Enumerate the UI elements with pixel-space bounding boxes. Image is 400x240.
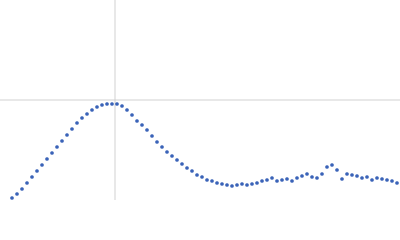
point [65, 133, 69, 137]
point [205, 178, 209, 182]
point [85, 112, 89, 116]
point [275, 179, 279, 183]
point [75, 121, 79, 125]
point [235, 183, 239, 187]
point [30, 175, 34, 179]
point [330, 163, 334, 167]
point [215, 181, 219, 185]
point [40, 163, 44, 167]
point [335, 168, 339, 172]
point [90, 108, 94, 112]
point [145, 128, 149, 132]
point [115, 102, 119, 106]
point [305, 172, 309, 176]
point [250, 182, 254, 186]
point [325, 165, 329, 169]
point [180, 162, 184, 166]
point [155, 140, 159, 144]
point [55, 145, 59, 149]
point [160, 145, 164, 149]
point [135, 119, 139, 123]
point [315, 176, 319, 180]
point [200, 175, 204, 179]
point [290, 179, 294, 183]
point [210, 179, 214, 183]
point [95, 105, 99, 109]
point [130, 113, 134, 117]
point [110, 102, 114, 106]
point [245, 183, 249, 187]
point [285, 177, 289, 181]
point [230, 184, 234, 188]
point [360, 176, 364, 180]
point [265, 178, 269, 182]
point [120, 104, 124, 108]
point [165, 150, 169, 154]
point [125, 108, 129, 112]
point [240, 182, 244, 186]
point [15, 192, 19, 196]
point [370, 178, 374, 182]
point [140, 123, 144, 127]
point [395, 181, 399, 185]
point [25, 181, 29, 185]
point [170, 154, 174, 158]
point [375, 176, 379, 180]
point [280, 178, 284, 182]
point [345, 172, 349, 176]
point [320, 172, 324, 176]
chart [0, 0, 400, 200]
point [50, 151, 54, 155]
point [20, 187, 24, 191]
point [35, 169, 39, 173]
point [270, 176, 274, 180]
point [295, 176, 299, 180]
point [380, 177, 384, 181]
point [355, 174, 359, 178]
point [80, 116, 84, 120]
point [105, 102, 109, 106]
point [150, 134, 154, 138]
point [10, 196, 14, 200]
point [220, 182, 224, 186]
point [350, 173, 354, 177]
point [70, 127, 74, 131]
point [45, 157, 49, 161]
point [255, 181, 259, 185]
point [60, 139, 64, 143]
point [260, 179, 264, 183]
point [195, 173, 199, 177]
point [365, 175, 369, 179]
point [175, 158, 179, 162]
point [100, 103, 104, 107]
point [310, 175, 314, 179]
point [385, 178, 389, 182]
point [225, 183, 229, 187]
point [300, 174, 304, 178]
point [390, 179, 394, 183]
point [190, 169, 194, 173]
point [340, 177, 344, 181]
point [185, 166, 189, 170]
